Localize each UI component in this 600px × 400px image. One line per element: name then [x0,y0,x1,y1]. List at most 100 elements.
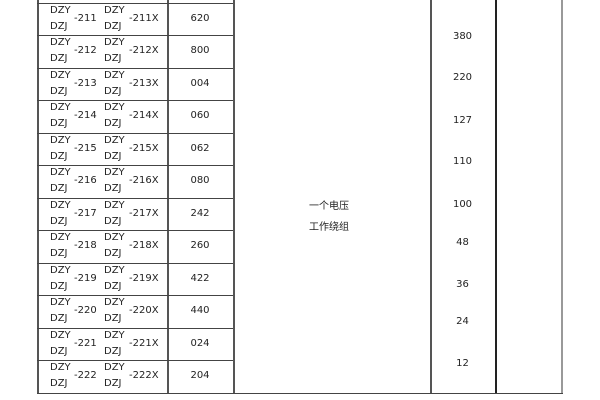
table-row: DZY DZJ -216 DZY DZJ -216X 080 [37,165,233,198]
cell-c: 620 [190,12,210,24]
cell-b: -216X [129,175,159,187]
cell-a: -222 [74,370,97,382]
cell-a2: DZJ [50,313,68,325]
cell-a2: DZJ [50,118,68,130]
cell-b1: DZY [104,167,125,179]
merged-cell-line2: 工作绕组 [309,222,349,233]
cell-a1: DZY [50,329,71,341]
cell-a1: DZY [50,134,71,146]
cell-a2: DZJ [50,20,68,32]
cell-c: 440 [190,305,210,317]
border [561,0,563,394]
cell-a: -219 [74,272,97,284]
table-row: DZY DZJ -217 DZY DZJ -217X 242 [37,197,233,231]
cell-b: -220X [129,305,159,317]
cell-a: -218 [74,240,97,252]
cell-b2: DZJ [104,150,122,162]
cell-b2: DZJ [104,215,122,227]
table-row: DZY DZJ -218 DZY DZJ -218X 260 [37,230,233,263]
table-row: DZY DZJ -215 DZY DZJ -215X 062 [37,132,233,166]
cell-a1: DZY [50,4,71,16]
cell-b2: DZJ [104,183,122,195]
cell-a: -216 [74,175,97,187]
cell-b1: DZY [104,102,125,114]
cell-a1: DZY [50,37,71,49]
border [430,0,432,394]
cell-b: -217X [129,207,159,219]
border [233,0,235,394]
border [37,0,39,394]
cell-a: -211 [74,12,97,24]
cell-b: -221X [129,337,159,349]
cell-b: -211X [129,12,159,24]
cell-b2: DZJ [104,248,122,260]
cell-a2: DZJ [50,280,68,292]
cell-c: 024 [190,337,210,349]
cell-b2: DZJ [104,378,122,390]
cell-a1: DZY [50,297,71,309]
table-row: DZY DZJ -221 DZY DZJ -221X 024 [37,327,233,361]
cell-b2: DZJ [104,20,122,32]
cell-a1: DZY [50,167,71,179]
cell-b1: DZY [104,69,125,81]
cell-a: -213 [74,77,97,89]
cell-c: 004 [190,77,210,89]
cell-c: 242 [190,207,210,219]
border [167,0,169,394]
cell-b2: DZJ [104,53,122,65]
cell-a2: DZJ [50,85,68,97]
border [495,0,497,394]
cell-a1: DZY [50,199,71,211]
cell-a: -214 [74,110,97,122]
cell-c: 260 [190,240,210,252]
cell-a: -212 [74,45,97,57]
cell-a2: DZJ [50,215,68,227]
cell-b2: DZJ [104,280,122,292]
table-row: DZY DZJ -214 DZY DZJ -214X 060 [37,100,233,133]
voltage-value: 36 [456,279,469,290]
cell-c: 204 [190,370,210,382]
table-row: DZY DZJ -220 DZY DZJ -220X 440 [37,295,233,328]
voltage-value: 110 [452,156,473,167]
cell-b: -219X [129,272,159,284]
cell-b: -212X [129,45,159,57]
cell-b: -213X [129,77,159,89]
cell-a: -220 [74,305,97,317]
cell-a: -215 [74,142,97,154]
cell-b1: DZY [104,199,125,211]
cell-c: 800 [190,45,210,57]
cell-b1: DZY [104,232,125,244]
voltage-value: 12 [456,358,469,369]
cell-a2: DZJ [50,53,68,65]
cell-b2: DZJ [104,85,122,97]
cell-b1: DZY [104,362,125,374]
cell-a2: DZJ [50,183,68,195]
cell-a2: DZJ [50,345,68,357]
cell-b1: DZY [104,134,125,146]
table-row: DZY DZJ -213 DZY DZJ -213X 004 [37,67,233,101]
cell-b1: DZY [104,297,125,309]
cell-a: -217 [74,207,97,219]
cell-b1: DZY [104,37,125,49]
cell-b: -222X [129,370,159,382]
voltage-value: 220 [452,72,473,83]
cell-b: -215X [129,142,159,154]
cell-b: -218X [129,240,159,252]
merged-cell-line1: 一个电压 [309,201,349,212]
table-row: DZY DZJ -211 DZY DZJ -211X 620 [37,2,233,36]
table-row: DZY DZJ -222 DZY DZJ -222X 204 [37,360,233,393]
cell-a1: DZY [50,232,71,244]
cell-c: 060 [190,110,210,122]
cell-c: 080 [190,175,210,187]
cell-c: 422 [190,272,210,284]
cell-b1: DZY [104,329,125,341]
cell-b1: DZY [104,264,125,276]
cell-a2: DZJ [50,378,68,390]
border [37,393,563,394]
voltage-value: 100 [452,199,473,210]
cell-c: 062 [190,142,210,154]
voltage-value: 380 [452,31,473,42]
cell-a1: DZY [50,264,71,276]
cell-a: -221 [74,337,97,349]
cell-a1: DZY [50,362,71,374]
